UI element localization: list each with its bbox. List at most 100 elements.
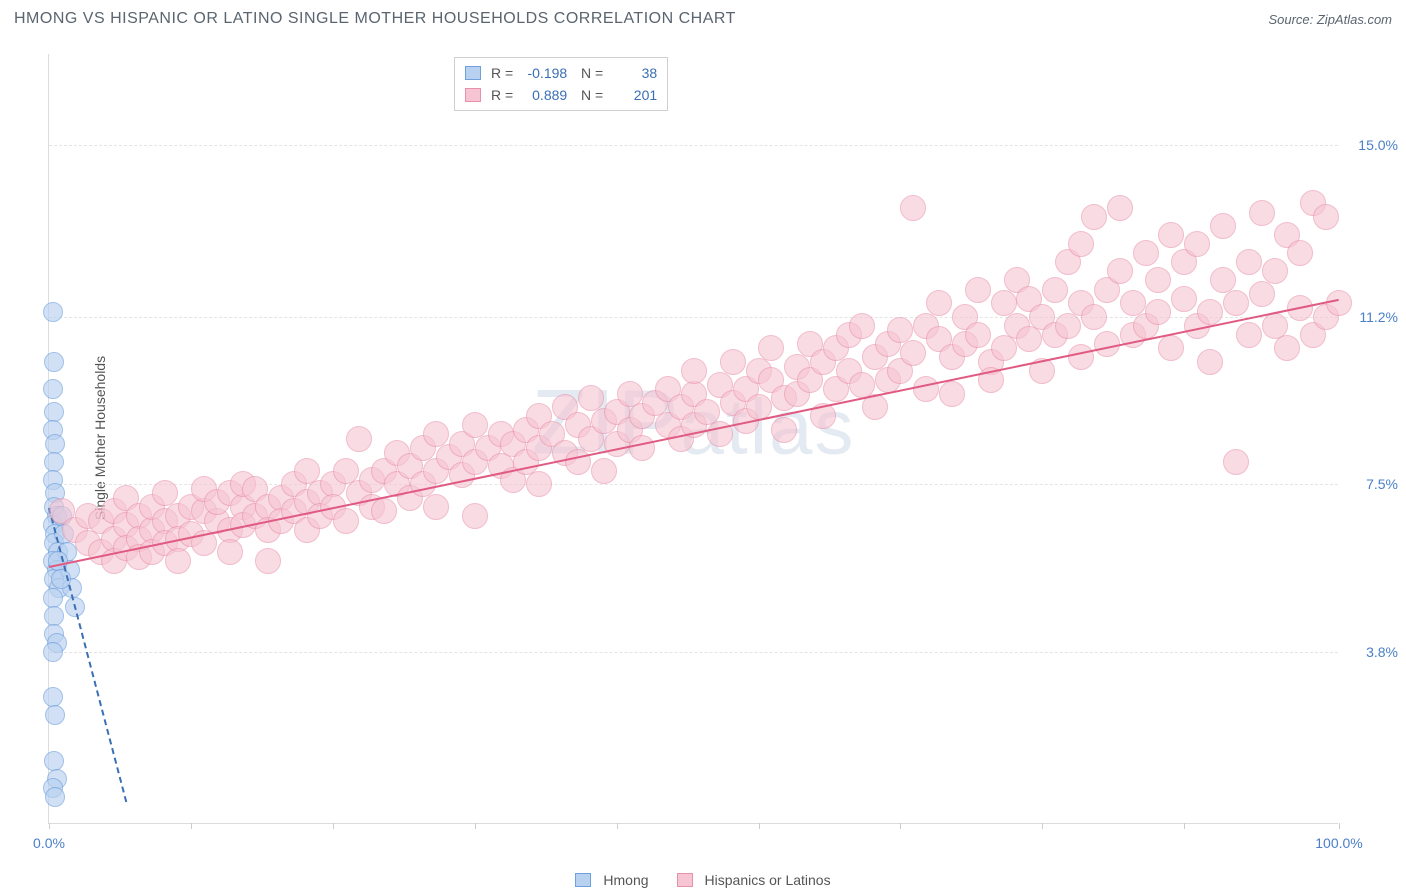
data-point <box>1081 204 1107 230</box>
data-point <box>900 195 926 221</box>
swatch-hmong <box>465 66 481 80</box>
gridline <box>49 145 1338 146</box>
bottom-legend: Hmong Hispanics or Latinos <box>0 872 1406 888</box>
xtick <box>1042 823 1043 829</box>
xtick <box>475 823 476 829</box>
data-point <box>1158 222 1184 248</box>
data-point <box>1236 249 1262 275</box>
trendline <box>49 299 1339 568</box>
data-point <box>1262 258 1288 284</box>
xtick-label: 100.0% <box>1315 835 1362 851</box>
data-point <box>629 435 655 461</box>
ytick-label: 3.8% <box>1346 644 1398 660</box>
data-point <box>1068 231 1094 257</box>
xtick <box>900 823 901 829</box>
data-point <box>43 588 63 608</box>
legend-item-hmong: Hmong <box>575 872 648 888</box>
data-point <box>43 687 63 707</box>
data-point <box>1274 335 1300 361</box>
gridline <box>49 652 1338 653</box>
r-value-hispanic: 0.889 <box>519 84 567 106</box>
data-point <box>965 322 991 348</box>
ytick-label: 15.0% <box>1346 137 1398 153</box>
data-point <box>1249 200 1275 226</box>
data-point <box>1042 277 1068 303</box>
data-point <box>1313 204 1339 230</box>
xtick <box>759 823 760 829</box>
correlation-box: R = -0.198 N = 38 R = 0.889 N = 201 <box>454 57 668 111</box>
n-label: N = <box>573 62 603 84</box>
r-label: R = <box>491 84 513 106</box>
data-point <box>217 539 243 565</box>
data-point <box>526 471 552 497</box>
data-point <box>1223 449 1249 475</box>
data-point <box>771 417 797 443</box>
swatch-hispanic <box>677 873 693 887</box>
xtick <box>333 823 334 829</box>
data-point <box>1210 213 1236 239</box>
data-point <box>926 290 952 316</box>
data-point <box>45 705 65 725</box>
data-point <box>900 340 926 366</box>
data-point <box>44 751 64 771</box>
legend-label-hmong: Hmong <box>603 872 648 888</box>
data-point <box>758 335 784 361</box>
data-point <box>43 379 63 399</box>
swatch-hispanic <box>465 88 481 102</box>
data-point <box>43 302 63 322</box>
data-point <box>1197 299 1223 325</box>
xtick <box>191 823 192 829</box>
data-point <box>1171 286 1197 312</box>
data-point <box>1184 231 1210 257</box>
xtick <box>1184 823 1185 829</box>
data-point <box>1133 240 1159 266</box>
data-point <box>849 313 875 339</box>
data-point <box>44 352 64 372</box>
data-point <box>1107 195 1133 221</box>
data-point <box>913 376 939 402</box>
data-point <box>1287 240 1313 266</box>
data-point <box>1081 304 1107 330</box>
data-point <box>1145 267 1171 293</box>
data-point <box>423 494 449 520</box>
n-value-hispanic: 201 <box>609 84 657 106</box>
data-point <box>43 642 63 662</box>
r-label: R = <box>491 62 513 84</box>
corr-row-hispanic: R = 0.889 N = 201 <box>465 84 657 106</box>
data-point <box>681 358 707 384</box>
data-point <box>45 434 65 454</box>
xtick <box>617 823 618 829</box>
data-point <box>333 508 359 534</box>
data-point <box>939 381 965 407</box>
data-point <box>371 498 397 524</box>
data-point <box>1223 290 1249 316</box>
data-point <box>1068 344 1094 370</box>
corr-row-hmong: R = -0.198 N = 38 <box>465 62 657 84</box>
xtick <box>1339 823 1340 829</box>
data-point <box>720 349 746 375</box>
source-label: Source: ZipAtlas.com <box>1268 12 1392 27</box>
data-point <box>1197 349 1223 375</box>
data-point <box>346 426 372 452</box>
xtick-label: 0.0% <box>33 835 65 851</box>
data-point <box>45 787 65 807</box>
data-point <box>1236 322 1262 348</box>
data-point <box>1326 290 1352 316</box>
data-point <box>1107 258 1133 284</box>
chart-title: HMONG VS HISPANIC OR LATINO SINGLE MOTHE… <box>14 10 736 28</box>
data-point <box>991 335 1017 361</box>
ytick-label: 11.2% <box>1346 309 1398 325</box>
data-point <box>1158 335 1184 361</box>
data-point <box>1055 313 1081 339</box>
swatch-hmong <box>575 873 591 887</box>
data-point <box>255 548 281 574</box>
data-point <box>44 606 64 626</box>
data-point <box>44 402 64 422</box>
n-label: N = <box>573 84 603 106</box>
legend-label-hispanic: Hispanics or Latinos <box>705 872 831 888</box>
xtick <box>49 823 50 829</box>
data-point <box>1016 326 1042 352</box>
data-point <box>165 548 191 574</box>
data-point <box>44 452 64 472</box>
data-point <box>565 449 591 475</box>
